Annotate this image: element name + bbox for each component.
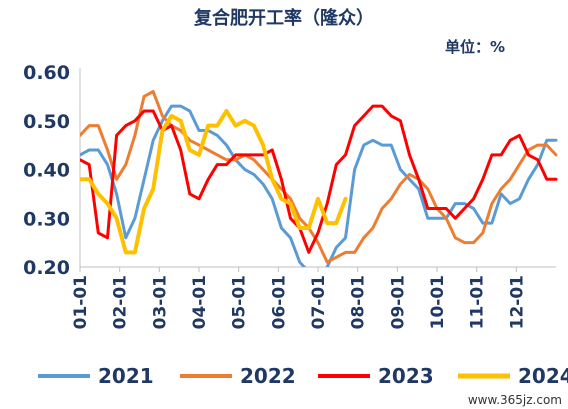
legend-label-2023: 2023 (378, 364, 434, 388)
x-tick-label: 06-01 (269, 275, 289, 329)
x-axis-ticks: 01-01 02-01 03-01 04-01 05-01 06-01 07-01 08-01… (71, 267, 527, 329)
legend-label-2024: 2024 (518, 364, 568, 388)
legend: 2021 2022 2023 2024 (38, 364, 568, 388)
y-axis-ticks: 0.60 0.50 0.40 0.30 0.20 (23, 62, 70, 279)
y-tick-label: 0.20 (23, 257, 70, 279)
x-tick-label: 12-01 (507, 275, 527, 329)
x-tick-label: 09-01 (388, 275, 408, 329)
legend-label-2022: 2022 (240, 364, 296, 388)
chart-title: 复合肥开工率（隆众） (193, 7, 374, 29)
unit-label: 单位：% (445, 38, 505, 56)
x-tick-label: 04-01 (190, 275, 210, 329)
x-tick-label: 02-01 (111, 275, 131, 329)
y-tick-label: 0.30 (23, 208, 70, 230)
series-lines (80, 90, 558, 267)
x-tick-label: 05-01 (230, 275, 250, 329)
y-tick-label: 0.60 (23, 62, 70, 84)
x-tick-label: 10-01 (428, 275, 448, 329)
legend-label-2021: 2021 (98, 364, 154, 388)
x-tick-label: 08-01 (349, 275, 369, 329)
x-tick-label: 01-01 (71, 275, 91, 329)
x-tick-label: 07-01 (309, 275, 329, 329)
axes (79, 68, 556, 268)
y-tick-label: 0.40 (23, 160, 70, 182)
y-tick-label: 0.50 (23, 111, 70, 133)
series-line-2022 (80, 90, 558, 264)
x-tick-label: 11-01 (468, 275, 488, 329)
series-line-2023 (80, 104, 558, 254)
series-line-2024 (80, 109, 348, 255)
x-tick-label: 03-01 (150, 275, 170, 329)
watermark-text: www.365jz.com (468, 393, 562, 407)
